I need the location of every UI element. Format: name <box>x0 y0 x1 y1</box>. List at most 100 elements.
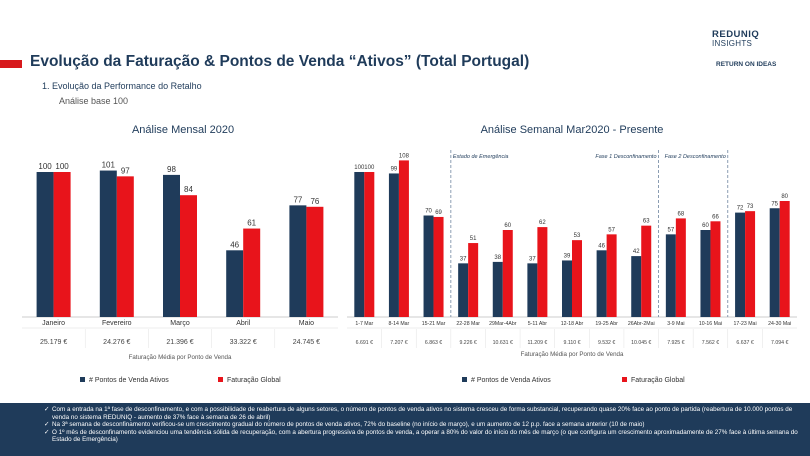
x-tick-label: 12-18 Abr <box>561 321 584 327</box>
avg-value: 24.745 € <box>293 339 320 346</box>
bar <box>665 234 676 317</box>
data-label: 60 <box>702 223 709 229</box>
bar <box>458 263 469 317</box>
x-tick-label: 24-30 Mai <box>768 321 791 327</box>
bar <box>675 218 686 317</box>
x-tick-label: 26Abr-2Mai <box>628 321 655 327</box>
footer-note-text: O 1º mês de desconfinamento evidenciou u… <box>52 428 798 444</box>
title-accent-bar <box>0 60 22 68</box>
avg-value: 6.691 € <box>356 340 373 346</box>
chart-title: Análise Mensal 2020 <box>132 124 234 136</box>
bar <box>631 256 642 317</box>
footer-note: ✓ Com a entrada na 1ª fase de desconfinam… <box>44 406 802 421</box>
bar <box>364 172 375 317</box>
bar <box>769 208 780 317</box>
bar <box>243 228 261 317</box>
x-tick-label: 17-23 Mai <box>734 321 757 327</box>
bar <box>735 212 746 317</box>
base-note: Análise base 100 <box>59 96 129 106</box>
bar <box>779 201 790 317</box>
data-label: 57 <box>668 227 675 233</box>
bar <box>492 261 503 317</box>
x-tick-label: 8-14 Mar <box>389 321 410 327</box>
avg-value: 25.179 € <box>40 339 67 346</box>
data-label: 100 <box>38 162 52 171</box>
avg-value: 21.396 € <box>166 339 193 346</box>
data-label: 76 <box>310 197 319 206</box>
bar <box>116 176 134 317</box>
check-icon: ✓ <box>44 406 50 413</box>
avg-value: 10.045 € <box>631 340 651 346</box>
data-label: 53 <box>574 233 581 239</box>
bar <box>537 227 548 317</box>
x-tick-label: 19-25 Abr <box>595 321 618 327</box>
bar <box>596 250 607 317</box>
avg-row-label: Faturação Média por Ponto de Venda <box>129 354 232 361</box>
data-label: 100 <box>354 165 365 171</box>
data-label: 46 <box>598 243 605 249</box>
bar <box>710 221 721 317</box>
data-label: 75 <box>771 201 778 207</box>
bar <box>289 205 307 317</box>
data-label: 62 <box>539 220 546 226</box>
legend-swatch <box>80 377 85 382</box>
avg-value: 9.226 € <box>459 340 476 346</box>
x-tick-label: 3-9 Mai <box>667 321 684 327</box>
data-label: 42 <box>633 249 640 255</box>
data-label: 84 <box>184 185 193 194</box>
footer-note-text: Na 3ª semana de desconfinamento verifico… <box>52 421 645 429</box>
avg-value: 6.637 € <box>736 340 753 346</box>
x-tick-label: 15-21 Mar <box>422 321 446 327</box>
x-tick-label: 10-16 Mai <box>699 321 722 327</box>
bar <box>99 170 117 317</box>
x-tick-label: 1-7 Mar <box>355 321 373 327</box>
data-label: 51 <box>470 236 477 242</box>
bar <box>700 230 711 317</box>
bar <box>354 172 365 317</box>
data-label: 108 <box>399 153 410 159</box>
data-label: 77 <box>293 195 302 204</box>
avg-value: 9.532 € <box>598 340 615 346</box>
x-tick-label: Março <box>170 320 190 327</box>
legend-swatch <box>622 377 627 382</box>
bar <box>562 260 572 317</box>
phase-annotation: Fase 2 Desconfinamento <box>665 154 726 160</box>
data-label: 70 <box>425 209 432 215</box>
avg-value: 10.631 € <box>493 340 513 346</box>
data-label: 37 <box>460 256 467 262</box>
data-label: 37 <box>529 256 536 262</box>
avg-value: 9.110 € <box>564 340 581 346</box>
data-label: 69 <box>435 210 442 216</box>
data-label: 99 <box>391 166 398 172</box>
legend-swatch <box>218 377 223 382</box>
bar <box>180 195 197 317</box>
avg-value: 11.209 € <box>527 340 547 346</box>
avg-value: 24.276 € <box>103 339 130 346</box>
data-label: 39 <box>564 253 571 259</box>
partner-logo: RETURN ON IDEAS <box>716 61 777 68</box>
data-label: 60 <box>504 223 511 229</box>
reduniq-logo: REDUNIQ INSIGHTS <box>712 30 759 48</box>
bar <box>606 234 617 317</box>
data-label: 38 <box>494 255 501 261</box>
data-label: 61 <box>247 219 256 228</box>
bar <box>306 206 324 317</box>
bar <box>226 250 244 317</box>
phase-annotation: Estado de Emergência <box>453 154 509 160</box>
data-label: 101 <box>102 161 116 170</box>
footer-note: ✓ Na 3ª semana de desconfinamento verific… <box>44 421 802 429</box>
data-label: 46 <box>230 240 239 249</box>
x-tick-label: Fevereiro <box>102 320 132 327</box>
avg-value: 7.094 € <box>771 340 788 346</box>
data-label: 73 <box>747 204 754 210</box>
avg-value: 7.562 € <box>702 340 719 346</box>
data-label: 57 <box>608 227 615 233</box>
avg-value: 7.925 € <box>667 340 684 346</box>
check-icon: ✓ <box>44 428 50 436</box>
bar <box>572 240 582 317</box>
legend-label: Faturação Global <box>227 377 281 384</box>
legend-swatch <box>462 377 467 382</box>
bar <box>468 243 479 317</box>
bar <box>502 230 513 317</box>
